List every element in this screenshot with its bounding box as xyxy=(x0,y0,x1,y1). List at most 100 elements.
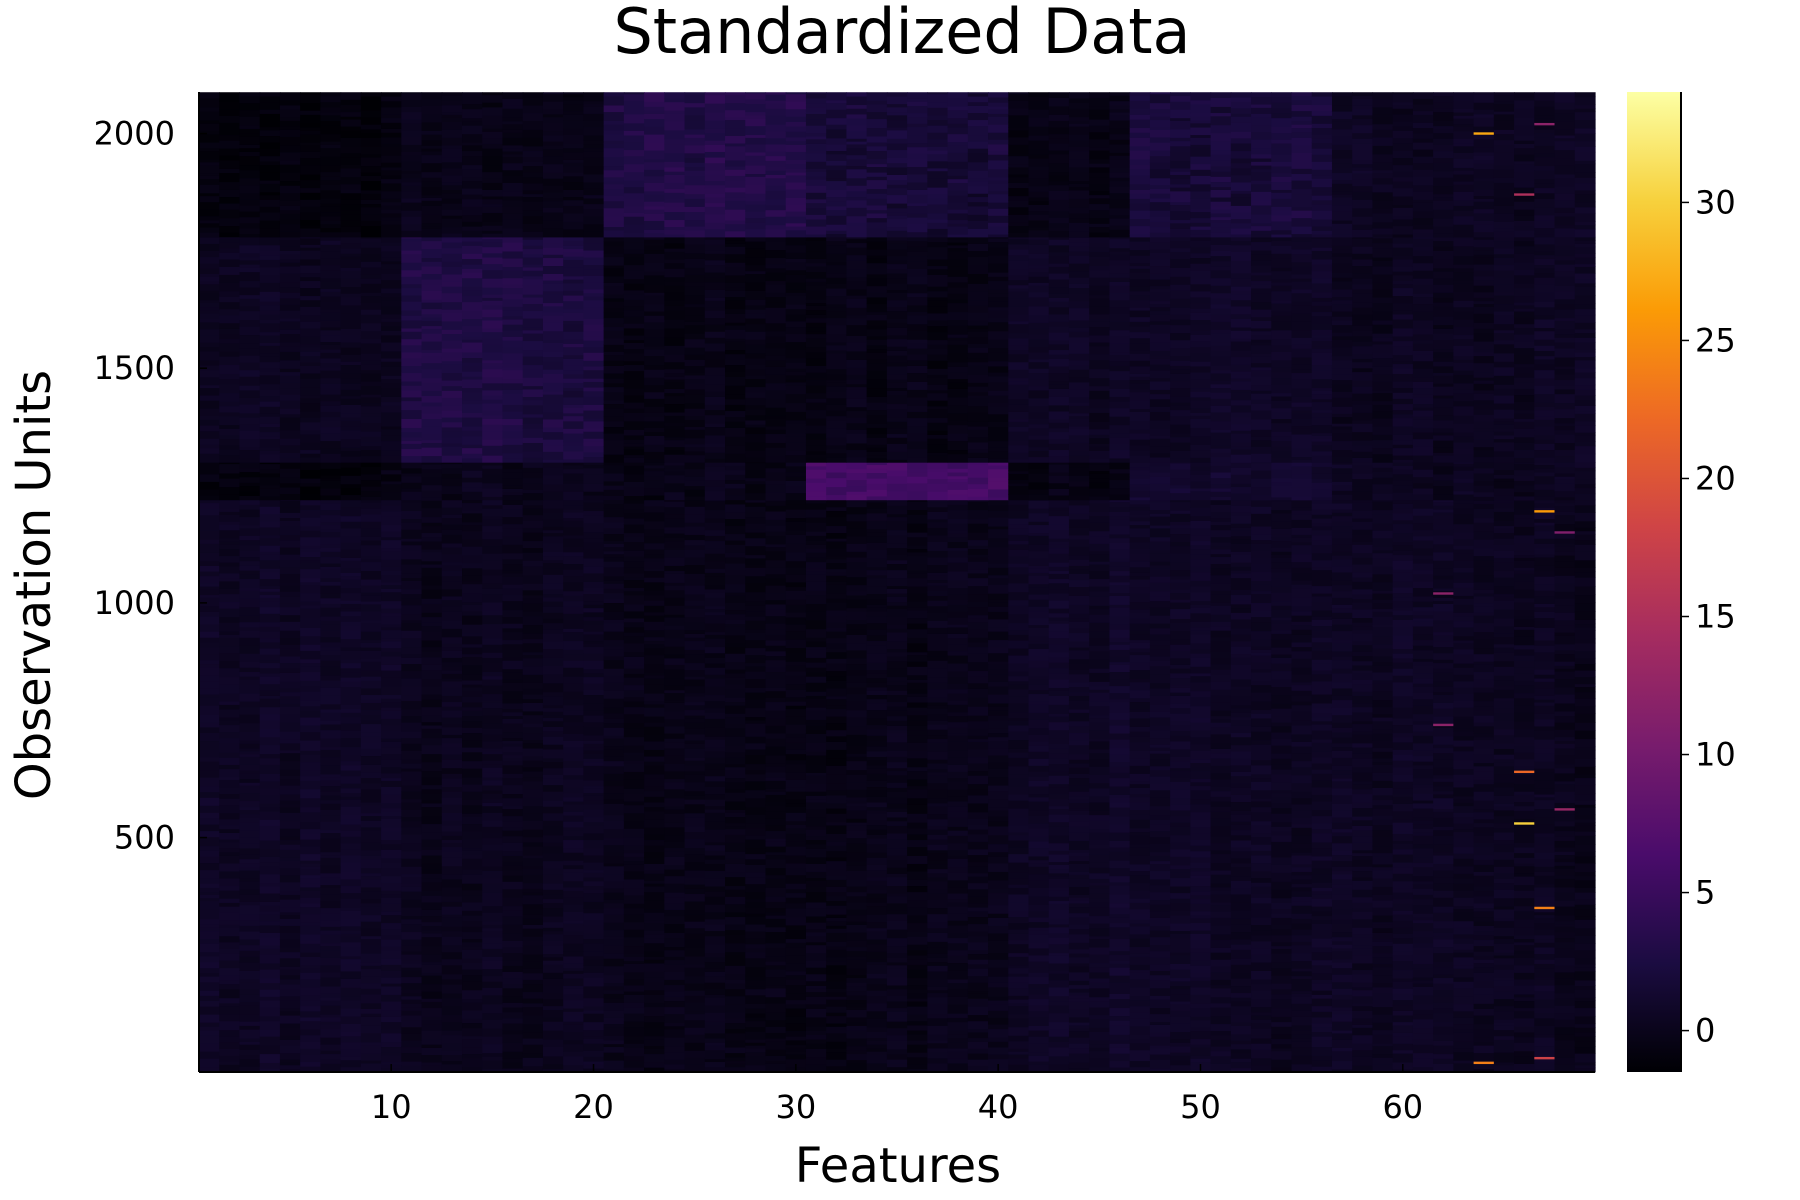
heatmap-cell xyxy=(1129,561,1151,568)
heatmap-cell xyxy=(542,820,564,827)
heatmap-cell xyxy=(340,987,362,997)
heatmap-cell xyxy=(401,580,423,590)
heatmap-cell xyxy=(320,641,342,648)
heatmap-cell xyxy=(1149,936,1171,946)
heatmap-cell xyxy=(522,583,544,591)
heatmap-cell xyxy=(381,624,402,628)
heatmap-cell xyxy=(745,506,767,513)
heatmap-cell xyxy=(927,1051,949,1059)
heatmap-cell xyxy=(360,709,382,716)
heatmap-cell xyxy=(1170,1010,1191,1017)
heatmap-cell xyxy=(988,499,1009,506)
heatmap-cell xyxy=(1048,872,1070,877)
heatmap-cell xyxy=(1230,1022,1252,1026)
heatmap-cell xyxy=(1048,875,1070,879)
heatmap-cell xyxy=(1190,877,1212,883)
heatmap-cell xyxy=(866,852,888,858)
heatmap-cell xyxy=(664,1022,686,1027)
heatmap-cell xyxy=(684,1050,706,1058)
heatmap-cell xyxy=(805,931,827,937)
heatmap-cell xyxy=(462,512,483,523)
heatmap-cell xyxy=(988,702,1009,707)
heatmap-cell xyxy=(886,1027,908,1036)
heatmap-cell xyxy=(765,697,787,703)
heatmap-cell xyxy=(745,731,767,737)
heatmap-cell xyxy=(583,611,605,618)
heatmap-cell xyxy=(866,728,888,736)
heatmap-cell xyxy=(563,821,584,828)
heatmap-cell xyxy=(704,896,726,905)
heatmap-cell xyxy=(1109,846,1131,852)
heatmap-cell xyxy=(907,1033,928,1041)
heatmap-cell xyxy=(644,1061,665,1068)
heatmap-cell xyxy=(1008,893,1030,903)
heatmap-cell xyxy=(239,527,261,536)
heatmap-cell xyxy=(623,804,645,814)
heatmap-cell xyxy=(947,795,969,802)
heatmap-cell xyxy=(1149,552,1171,562)
heatmap-cell xyxy=(1190,826,1212,834)
heatmap-cell xyxy=(1109,907,1131,915)
heatmap-cell xyxy=(1210,753,1232,759)
heatmap-cell xyxy=(785,700,807,706)
heatmap-cell xyxy=(866,905,888,915)
heatmap-cell xyxy=(542,806,564,814)
heatmap-cell xyxy=(502,679,524,683)
heatmap-cell xyxy=(1089,729,1111,739)
heatmap-cell xyxy=(907,735,928,743)
heatmap-cell xyxy=(725,828,746,835)
heatmap-cell xyxy=(866,983,888,991)
heatmap-cell xyxy=(1109,902,1131,908)
heatmap-cell xyxy=(745,930,767,939)
heatmap-cell xyxy=(927,620,949,628)
heatmap-cell xyxy=(1149,1059,1171,1069)
heatmap-cell xyxy=(279,844,301,850)
heatmap-cell xyxy=(300,846,321,855)
heatmap-cell xyxy=(583,1043,605,1051)
heatmap-cell xyxy=(1008,634,1030,641)
heatmap-cell xyxy=(502,905,524,911)
heatmap-cell xyxy=(1089,1027,1111,1032)
heatmap-cell xyxy=(401,677,423,687)
heatmap-cell xyxy=(886,1059,908,1064)
heatmap-cell xyxy=(765,926,787,933)
heatmap-cell xyxy=(603,855,625,864)
heatmap-cell xyxy=(785,1044,807,1048)
heatmap-cell xyxy=(482,805,504,813)
heatmap-cell xyxy=(785,1053,807,1060)
heatmap-cell xyxy=(381,849,402,859)
heatmap-cell xyxy=(199,1006,220,1015)
heatmap-cell xyxy=(1210,583,1232,591)
heatmap-cell xyxy=(522,918,544,925)
heatmap-cell xyxy=(704,1061,726,1068)
heatmap-cell xyxy=(300,1066,321,1073)
heatmap-cell xyxy=(1109,595,1131,605)
heatmap-cell xyxy=(1149,957,1171,965)
heatmap-cell xyxy=(684,909,706,915)
heatmap-cell xyxy=(947,872,969,881)
heatmap-cell xyxy=(1068,1027,1090,1032)
heatmap-cell xyxy=(1190,994,1212,1004)
heatmap-cell xyxy=(644,891,665,901)
heatmap-cell xyxy=(542,889,564,895)
heatmap-cell xyxy=(785,574,807,583)
heatmap-cell xyxy=(563,1011,584,1016)
heatmap-cell xyxy=(239,869,261,879)
heatmap-cell xyxy=(826,662,848,672)
heatmap-cell xyxy=(381,802,402,809)
heatmap-cell xyxy=(1149,776,1171,784)
heatmap-cell xyxy=(381,710,402,719)
heatmap-cell xyxy=(381,1052,402,1056)
heatmap-cell xyxy=(1149,891,1171,901)
heatmap-cell xyxy=(684,893,706,902)
heatmap-cell xyxy=(441,677,463,682)
heatmap-cell xyxy=(886,1048,908,1055)
heatmap-cell xyxy=(664,718,686,727)
heatmap-cell xyxy=(583,548,605,559)
heatmap-cell xyxy=(603,592,625,600)
heatmap-cell xyxy=(1109,761,1131,767)
heatmap-cell xyxy=(441,856,463,867)
heatmap-cell xyxy=(1048,737,1070,744)
heatmap-cell xyxy=(320,756,342,766)
heatmap-cell xyxy=(866,773,888,781)
